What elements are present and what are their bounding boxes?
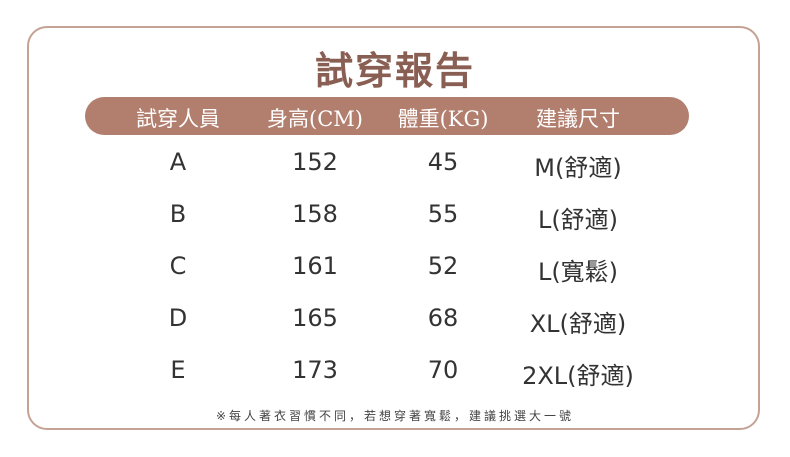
cell-tester: A [169,148,187,176]
table-header-bar [85,97,689,135]
cell-tester: B [169,200,187,228]
cell-size: M(舒適) [534,154,622,182]
cell-size: L(舒適) [537,206,619,234]
cell-weight: 52 [427,252,459,280]
cell-size: L(寬鬆) [537,258,619,286]
cell-height: 161 [292,252,338,280]
cell-height: 152 [292,148,338,176]
cell-weight: 70 [427,356,459,384]
cell-size: 2XL(舒適) [522,362,634,390]
cell-tester: E [170,356,186,384]
cell-height: 158 [292,200,338,228]
footnote: ※每人著衣習慣不同，若想穿著寬鬆，建議挑選大一號 [215,409,575,423]
header-height: 身高(CM) [267,107,363,131]
cell-tester: D [168,304,188,332]
cell-weight: 45 [427,148,459,176]
report-title: 試穿報告 [314,48,475,93]
size-report-card [27,26,760,430]
cell-height: 165 [292,304,338,332]
cell-size: XL(舒適) [529,310,627,338]
header-size: 建議尺寸 [536,107,620,131]
cell-weight: 55 [427,200,459,228]
header-weight: 體重(KG) [397,107,489,131]
header-tester: 試穿人員 [136,107,220,131]
cell-tester: C [169,252,187,280]
cell-height: 173 [292,356,338,384]
cell-weight: 68 [427,304,459,332]
